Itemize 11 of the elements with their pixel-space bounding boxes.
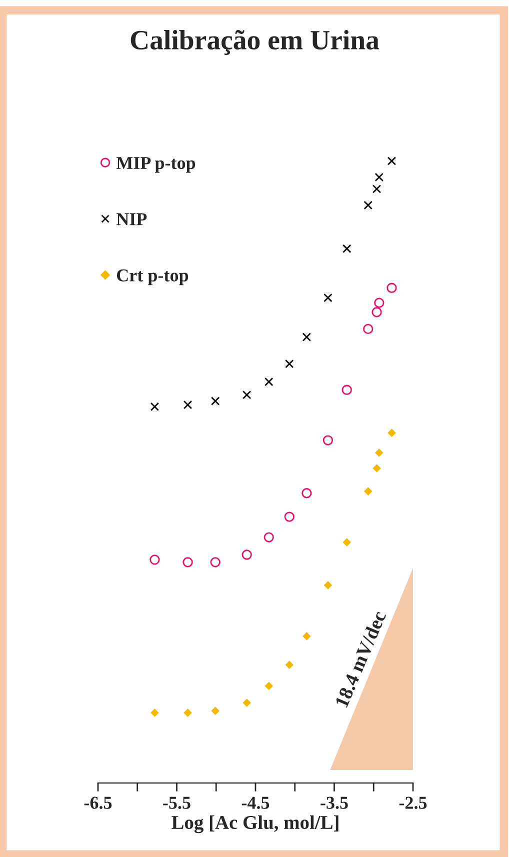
x-tick-label: -6.5 <box>84 796 112 809</box>
x-tick-label: -5.5 <box>163 796 190 809</box>
legend-label: MIP p-top <box>116 157 196 173</box>
x-tick-label: -4.5 <box>242 796 270 809</box>
x-axis-title: Log [Ac Glu, mol/L] <box>172 815 338 834</box>
annotation: 18.4 mV/dec <box>334 610 386 708</box>
x-tick-label: -3.5 <box>320 796 348 809</box>
legend-label: NIP <box>116 213 147 226</box>
chart-title: Calibração em Urina <box>130 30 380 55</box>
x-tick-label: -2.5 <box>399 796 427 809</box>
legend-label: Crt p-top <box>116 269 188 286</box>
